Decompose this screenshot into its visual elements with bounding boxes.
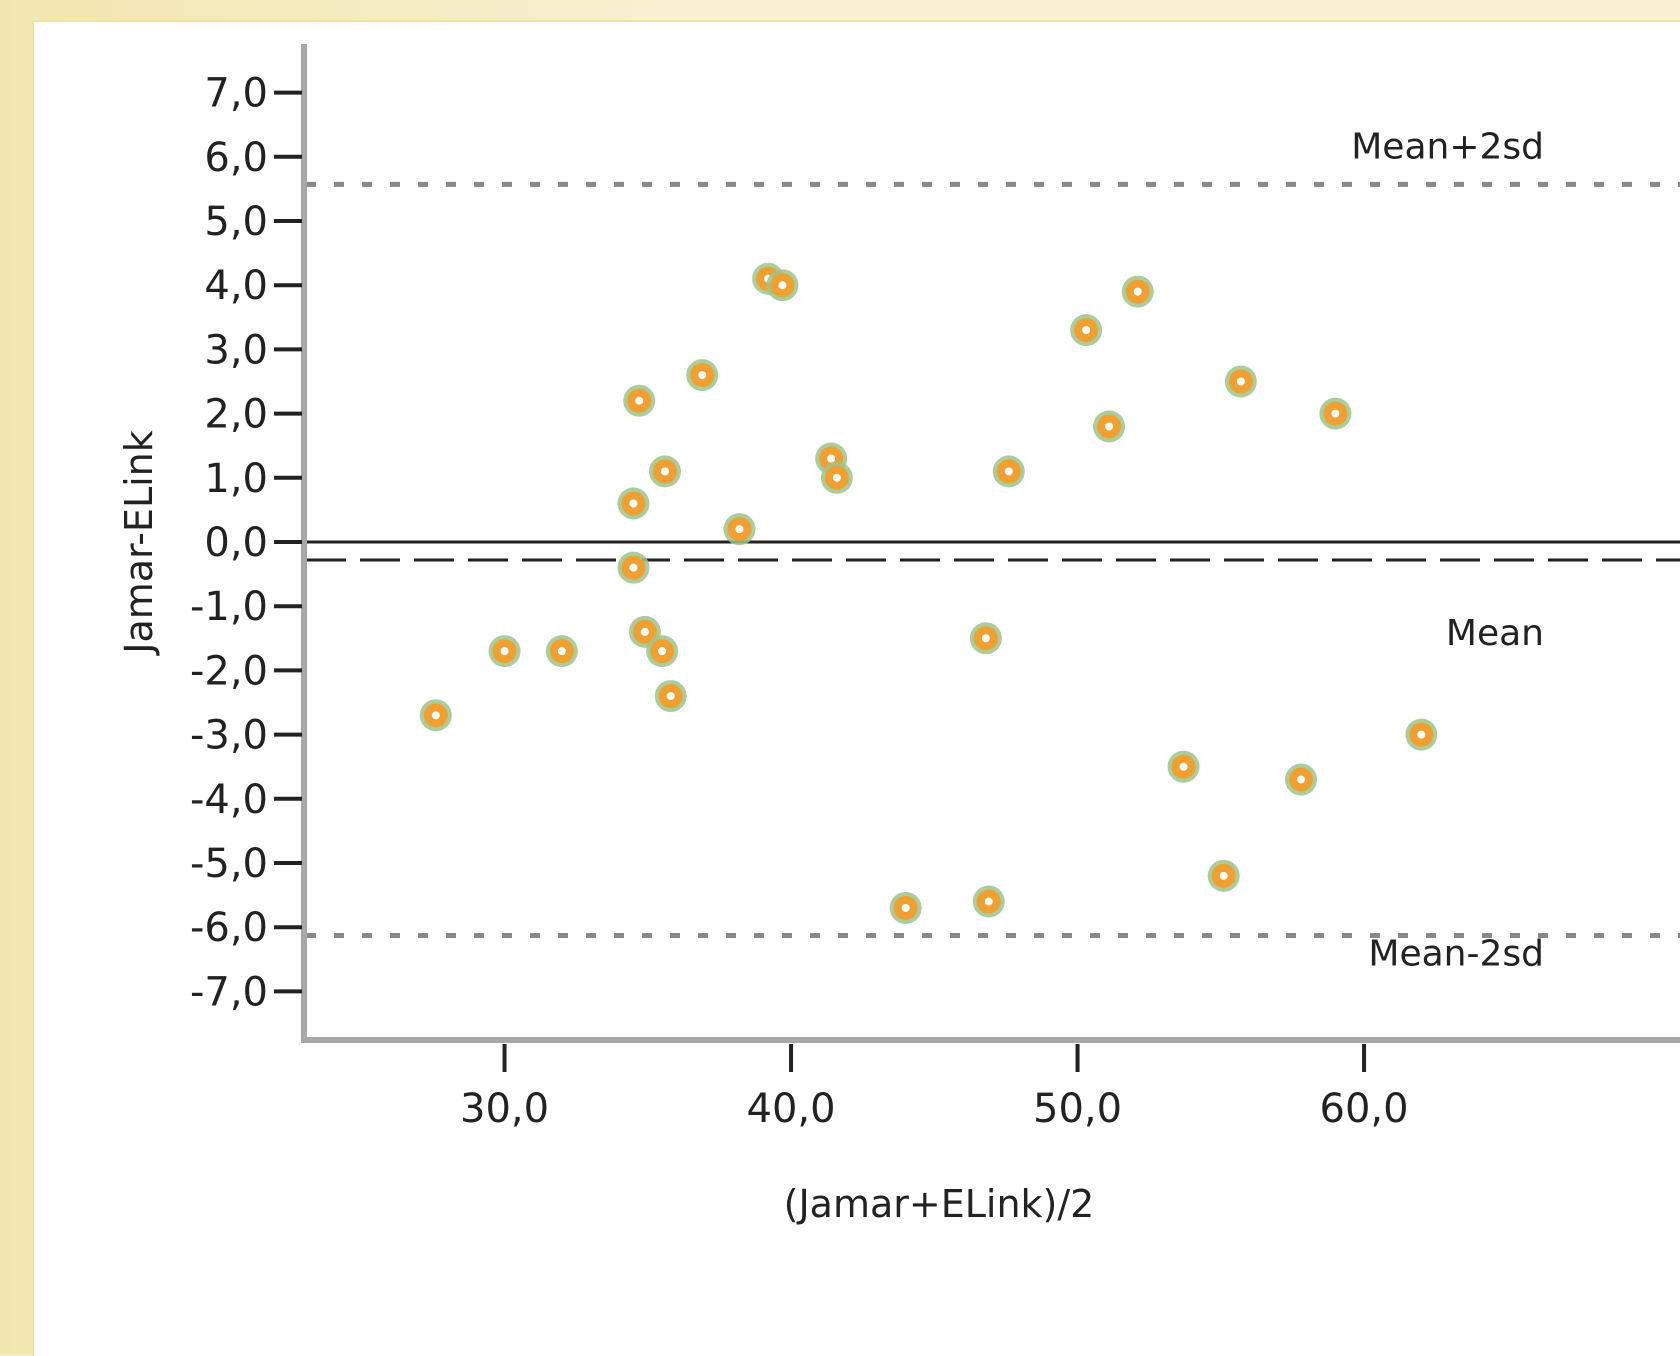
data-point	[820, 461, 853, 494]
y-axis-label: Jamar-ELink	[117, 430, 161, 656]
y-axis-ticks: 7,0 6,0 5,0 4,0 3,0 2,0 1,0 0,0 -1,0 -2,0 -3,0 -4,0…	[190, 71, 302, 1015]
y-tick-label: 5,0	[204, 199, 268, 245]
data-point	[1207, 859, 1240, 892]
y-tick-label: -3,0	[190, 713, 268, 759]
data-point	[992, 455, 1025, 488]
y-tick-label: -2,0	[190, 648, 268, 694]
data-point	[419, 699, 452, 732]
data-point	[545, 635, 578, 668]
data-point	[1167, 750, 1200, 783]
data-points	[419, 262, 1438, 924]
data-point	[1121, 275, 1154, 308]
data-point	[972, 885, 1005, 918]
x-axis-ticks: 30,0 40,0 50,0 60,0	[460, 1044, 1409, 1132]
y-tick-label: 3,0	[204, 327, 268, 373]
reference-line-label: Mean	[1446, 613, 1544, 654]
data-point	[488, 635, 521, 668]
data-point	[889, 891, 922, 924]
y-tick-label: 0,0	[204, 520, 268, 566]
data-point	[646, 635, 679, 668]
data-point	[623, 384, 656, 417]
y-tick-label: 4,0	[204, 263, 268, 309]
x-tick-label: 50,0	[1033, 1086, 1122, 1132]
data-point	[1405, 718, 1438, 751]
y-tick-label: -7,0	[190, 969, 268, 1015]
y-tick-label: -1,0	[190, 584, 268, 630]
reference-line-label: Mean+2sd	[1351, 126, 1544, 167]
data-point	[1070, 314, 1103, 347]
y-tick-label: -6,0	[190, 905, 268, 951]
data-point	[617, 551, 650, 584]
y-tick-label: -4,0	[190, 777, 268, 823]
data-point	[969, 622, 1002, 655]
axes	[301, 44, 1680, 1043]
data-point	[1319, 397, 1352, 430]
x-axis-label: (Jamar+ELink)/2	[784, 1182, 1095, 1226]
bland-altman-plot: 7,0 6,0 5,0 4,0 3,0 2,0 1,0 0,0 -1,0 -2,0 -3,0 -4,0…	[117, 44, 1680, 1226]
data-point	[766, 269, 799, 302]
reference-line-labels: Mean+2sd Mean Mean-2sd	[1351, 126, 1544, 974]
y-tick-label: 7,0	[204, 71, 268, 117]
x-tick-label: 40,0	[747, 1086, 836, 1132]
data-point	[1285, 763, 1318, 796]
y-tick-label: -5,0	[190, 841, 268, 887]
y-tick-label: 1,0	[204, 456, 268, 502]
data-point	[723, 513, 756, 546]
reference-lines	[306, 181, 1680, 939]
reference-line-label: Mean-2sd	[1368, 934, 1544, 975]
data-point	[686, 359, 719, 392]
chart-panel: 7,0 6,0 5,0 4,0 3,0 2,0 1,0 0,0 -1,0 -2,0 -3,0 -4,0…	[32, 20, 1680, 1356]
data-point	[617, 487, 650, 520]
data-point	[654, 680, 687, 713]
data-point	[648, 455, 681, 488]
x-tick-label: 30,0	[460, 1086, 549, 1132]
y-tick-label: 2,0	[204, 392, 268, 438]
y-tick-label: 6,0	[204, 135, 268, 181]
x-tick-label: 60,0	[1320, 1086, 1409, 1132]
data-point	[1224, 365, 1257, 398]
data-point	[1093, 410, 1126, 443]
